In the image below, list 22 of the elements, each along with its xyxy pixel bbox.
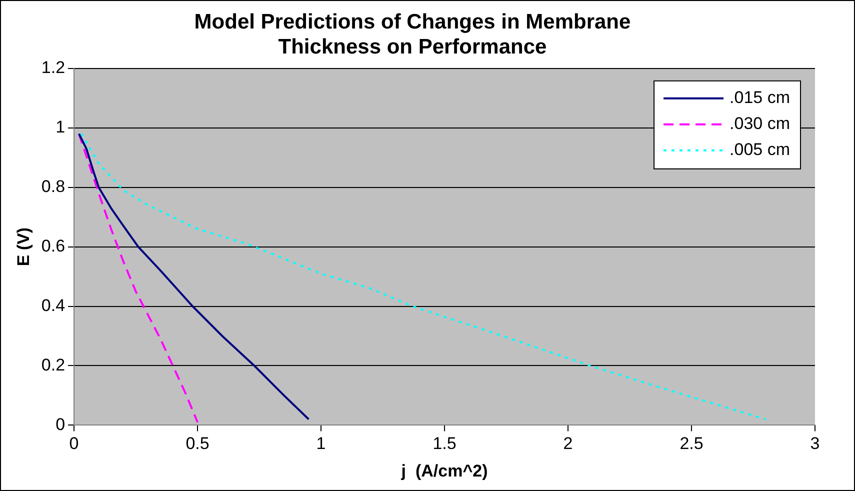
x-tick-label: 2 — [563, 434, 573, 454]
y-tick-label: 0.6 — [41, 236, 66, 256]
x-tick-label: 2.5 — [680, 434, 704, 454]
x-tick-label: 0.5 — [186, 434, 210, 454]
y-tick-label: 0.2 — [41, 355, 66, 374]
x-tick-label: 1 — [316, 434, 326, 454]
y-tick-label: 1.2 — [41, 58, 66, 78]
y-tick-label: 0.8 — [41, 177, 66, 196]
y-tick-label: 0.4 — [41, 296, 66, 315]
legend-label: .015 cm — [730, 88, 790, 108]
x-tick-label: 3 — [810, 434, 820, 454]
line-series — [78, 132, 199, 424]
legend-label: .030 cm — [730, 114, 790, 134]
chart-title: Model Predictions of Changes in Membrane Thickness on Performance — [194, 10, 631, 59]
line-series — [80, 132, 767, 420]
y-tick-label: 0 — [56, 414, 66, 434]
y-axis-title: E (V) — [14, 227, 33, 266]
legend-label: .005 cm — [730, 140, 790, 160]
x-axis-title: j (A/cm^2) — [400, 461, 488, 480]
x-tick-label: 1.5 — [432, 434, 456, 454]
y-tick-label: 1 — [56, 118, 66, 137]
x-tick-label: 0 — [69, 434, 79, 454]
